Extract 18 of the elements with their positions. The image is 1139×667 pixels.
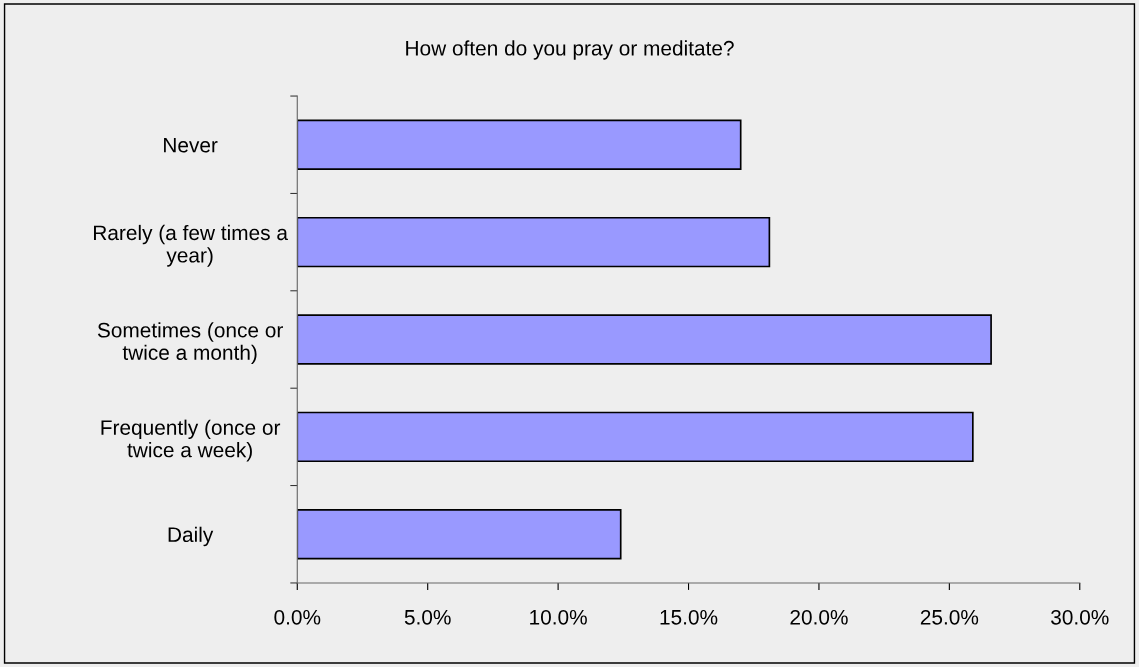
bar xyxy=(297,509,622,560)
y-tick-label: Rarely (a few times a year) xyxy=(94,224,288,267)
x-tick-label: 10.0% xyxy=(530,609,587,625)
y-tick-label: Sometimes (once or twice a month) xyxy=(97,322,283,365)
x-tick-label: 15.0% xyxy=(660,609,718,625)
y-tick-label: Frequently (once or twice a week) xyxy=(101,419,281,462)
y-tick-label: Never xyxy=(164,137,218,153)
x-tick-label: 5.0% xyxy=(404,609,451,625)
x-tick-label: 30.0% xyxy=(1051,609,1109,625)
x-tick-label: 25.0% xyxy=(920,609,979,625)
x-tick-label: 0.0% xyxy=(274,609,321,625)
y-tick-label: Daily xyxy=(168,526,214,547)
chart-title: How often do you pray or meditate? xyxy=(406,40,734,60)
bar xyxy=(297,216,771,268)
bar xyxy=(297,411,974,463)
bar xyxy=(297,119,742,170)
bar xyxy=(297,314,992,365)
x-tick-label: 20.0% xyxy=(790,609,848,625)
